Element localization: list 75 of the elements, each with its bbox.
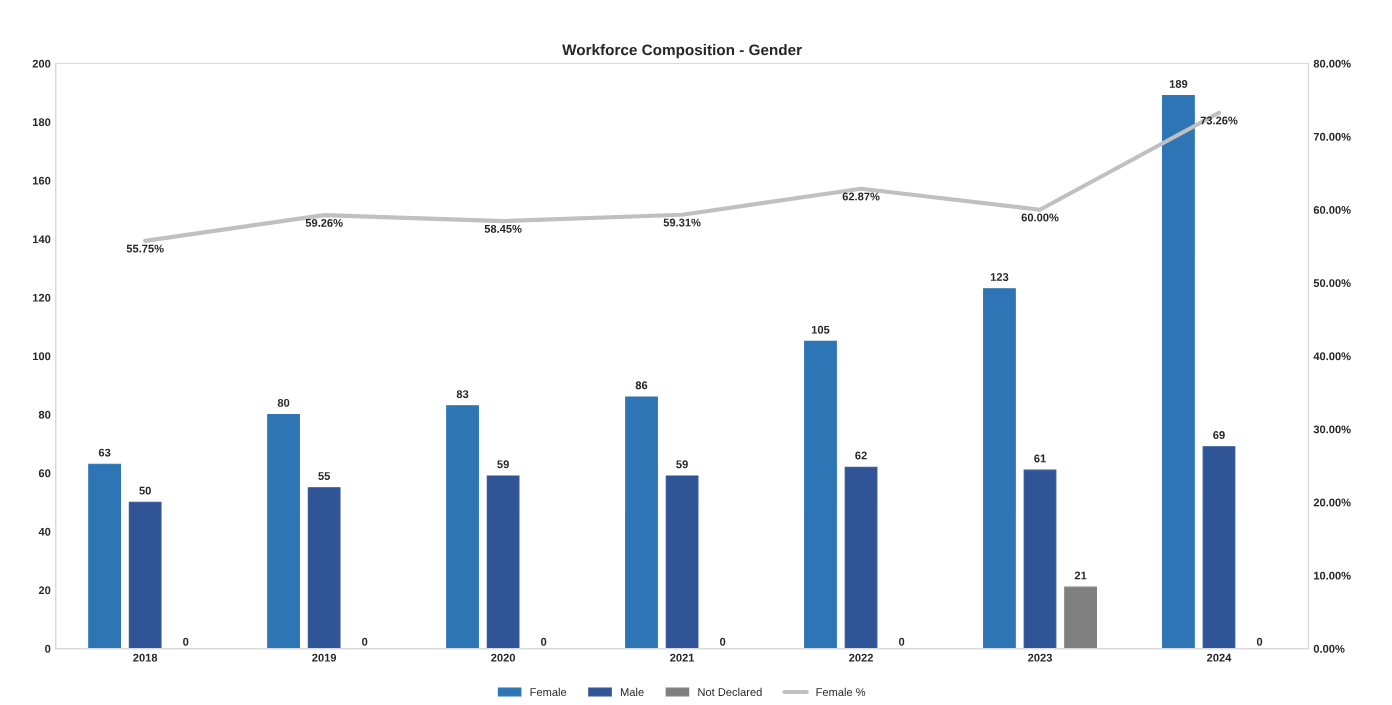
bar: [1064, 586, 1097, 649]
data-label: 62: [855, 451, 867, 460]
y-tick-label: 60: [38, 469, 51, 478]
bar: [486, 475, 520, 649]
data-label: 0: [183, 637, 189, 646]
data-label: 61: [1034, 454, 1046, 463]
y2-tick-label: 40.00%: [1313, 352, 1351, 361]
data-label: 83: [456, 390, 469, 399]
y2-tick-label: 50.00%: [1313, 279, 1351, 288]
data-label: 0: [541, 637, 547, 646]
data-label: 55: [318, 472, 331, 480]
y-tick-label: 80: [38, 410, 51, 419]
y-tick-label: 140: [32, 235, 51, 244]
y2-tick-label: 30.00%: [1313, 425, 1351, 434]
y2-tick-label: 70.00%: [1313, 132, 1351, 141]
data-label: 55.75%: [126, 244, 164, 253]
data-label: 59: [497, 460, 509, 469]
bar: [88, 463, 121, 649]
y-tick-label: 100: [32, 352, 51, 361]
data-label: 59: [676, 460, 688, 469]
data-label: 80: [277, 398, 290, 407]
y-tick-label: 0: [45, 644, 51, 653]
data-label: 59.26%: [305, 218, 343, 227]
data-label: 0: [1256, 637, 1263, 646]
x-tick-label: 2018: [133, 653, 158, 662]
data-label: 69: [1213, 431, 1225, 439]
data-label: 73.26%: [1200, 116, 1238, 125]
data-label: 86: [635, 381, 648, 390]
bar: [267, 413, 300, 649]
legend-label: Male: [620, 687, 644, 697]
data-label: 63: [98, 448, 111, 457]
data-label: 21: [1074, 571, 1087, 580]
x-tick-label: 2020: [491, 653, 516, 662]
x-tick-label: 2023: [1028, 653, 1052, 662]
x-tick-label: 2022: [849, 653, 873, 662]
y-tick-label: 120: [32, 293, 51, 302]
y-tick-label: 40: [38, 527, 51, 536]
x-tick-label: 2024: [1207, 653, 1232, 662]
bar: [128, 501, 162, 649]
data-label: 105: [811, 325, 830, 334]
data-label: 62.87%: [842, 192, 880, 201]
bar: [804, 340, 837, 649]
data-label: 59.31%: [663, 218, 701, 227]
y2-tick-label: 20.00%: [1313, 498, 1351, 507]
legend-label: Not Declared: [698, 687, 762, 697]
y-tick-label: 180: [32, 118, 51, 127]
bar: [307, 487, 341, 649]
bar: [983, 288, 1016, 649]
bar: [665, 475, 699, 649]
y2-tick-label: 10.00%: [1314, 571, 1351, 580]
y-tick-label: 20: [38, 586, 51, 595]
data-label: 123: [990, 273, 1009, 281]
data-label: 0: [898, 637, 905, 646]
bar: [844, 466, 878, 649]
data-label: 50: [139, 486, 151, 495]
bar: [1023, 469, 1057, 649]
x-tick-label: 2021: [670, 653, 695, 662]
data-label: 58.45%: [484, 224, 522, 233]
y2-tick-label: 0.00%: [1313, 644, 1345, 653]
data-label: 189: [1169, 80, 1188, 88]
y-tick-label: 200: [32, 59, 51, 68]
bar: [1202, 446, 1236, 649]
y2-tick-label: 80.00%: [1313, 59, 1351, 68]
x-tick-label: 2019: [312, 653, 337, 662]
data-label: 0: [720, 637, 726, 646]
data-label: 0: [362, 637, 368, 646]
data-label: 60.00%: [1021, 213, 1059, 222]
legend-label: Female %: [816, 687, 866, 697]
legend-label: Female: [530, 687, 567, 697]
bar: [446, 405, 479, 649]
y-tick-label: 160: [32, 176, 51, 185]
bar: [625, 396, 658, 649]
y2-tick-label: 60.00%: [1313, 206, 1351, 214]
chart-title: Workforce Composition - Gender: [562, 44, 802, 59]
bar: [1162, 95, 1195, 649]
